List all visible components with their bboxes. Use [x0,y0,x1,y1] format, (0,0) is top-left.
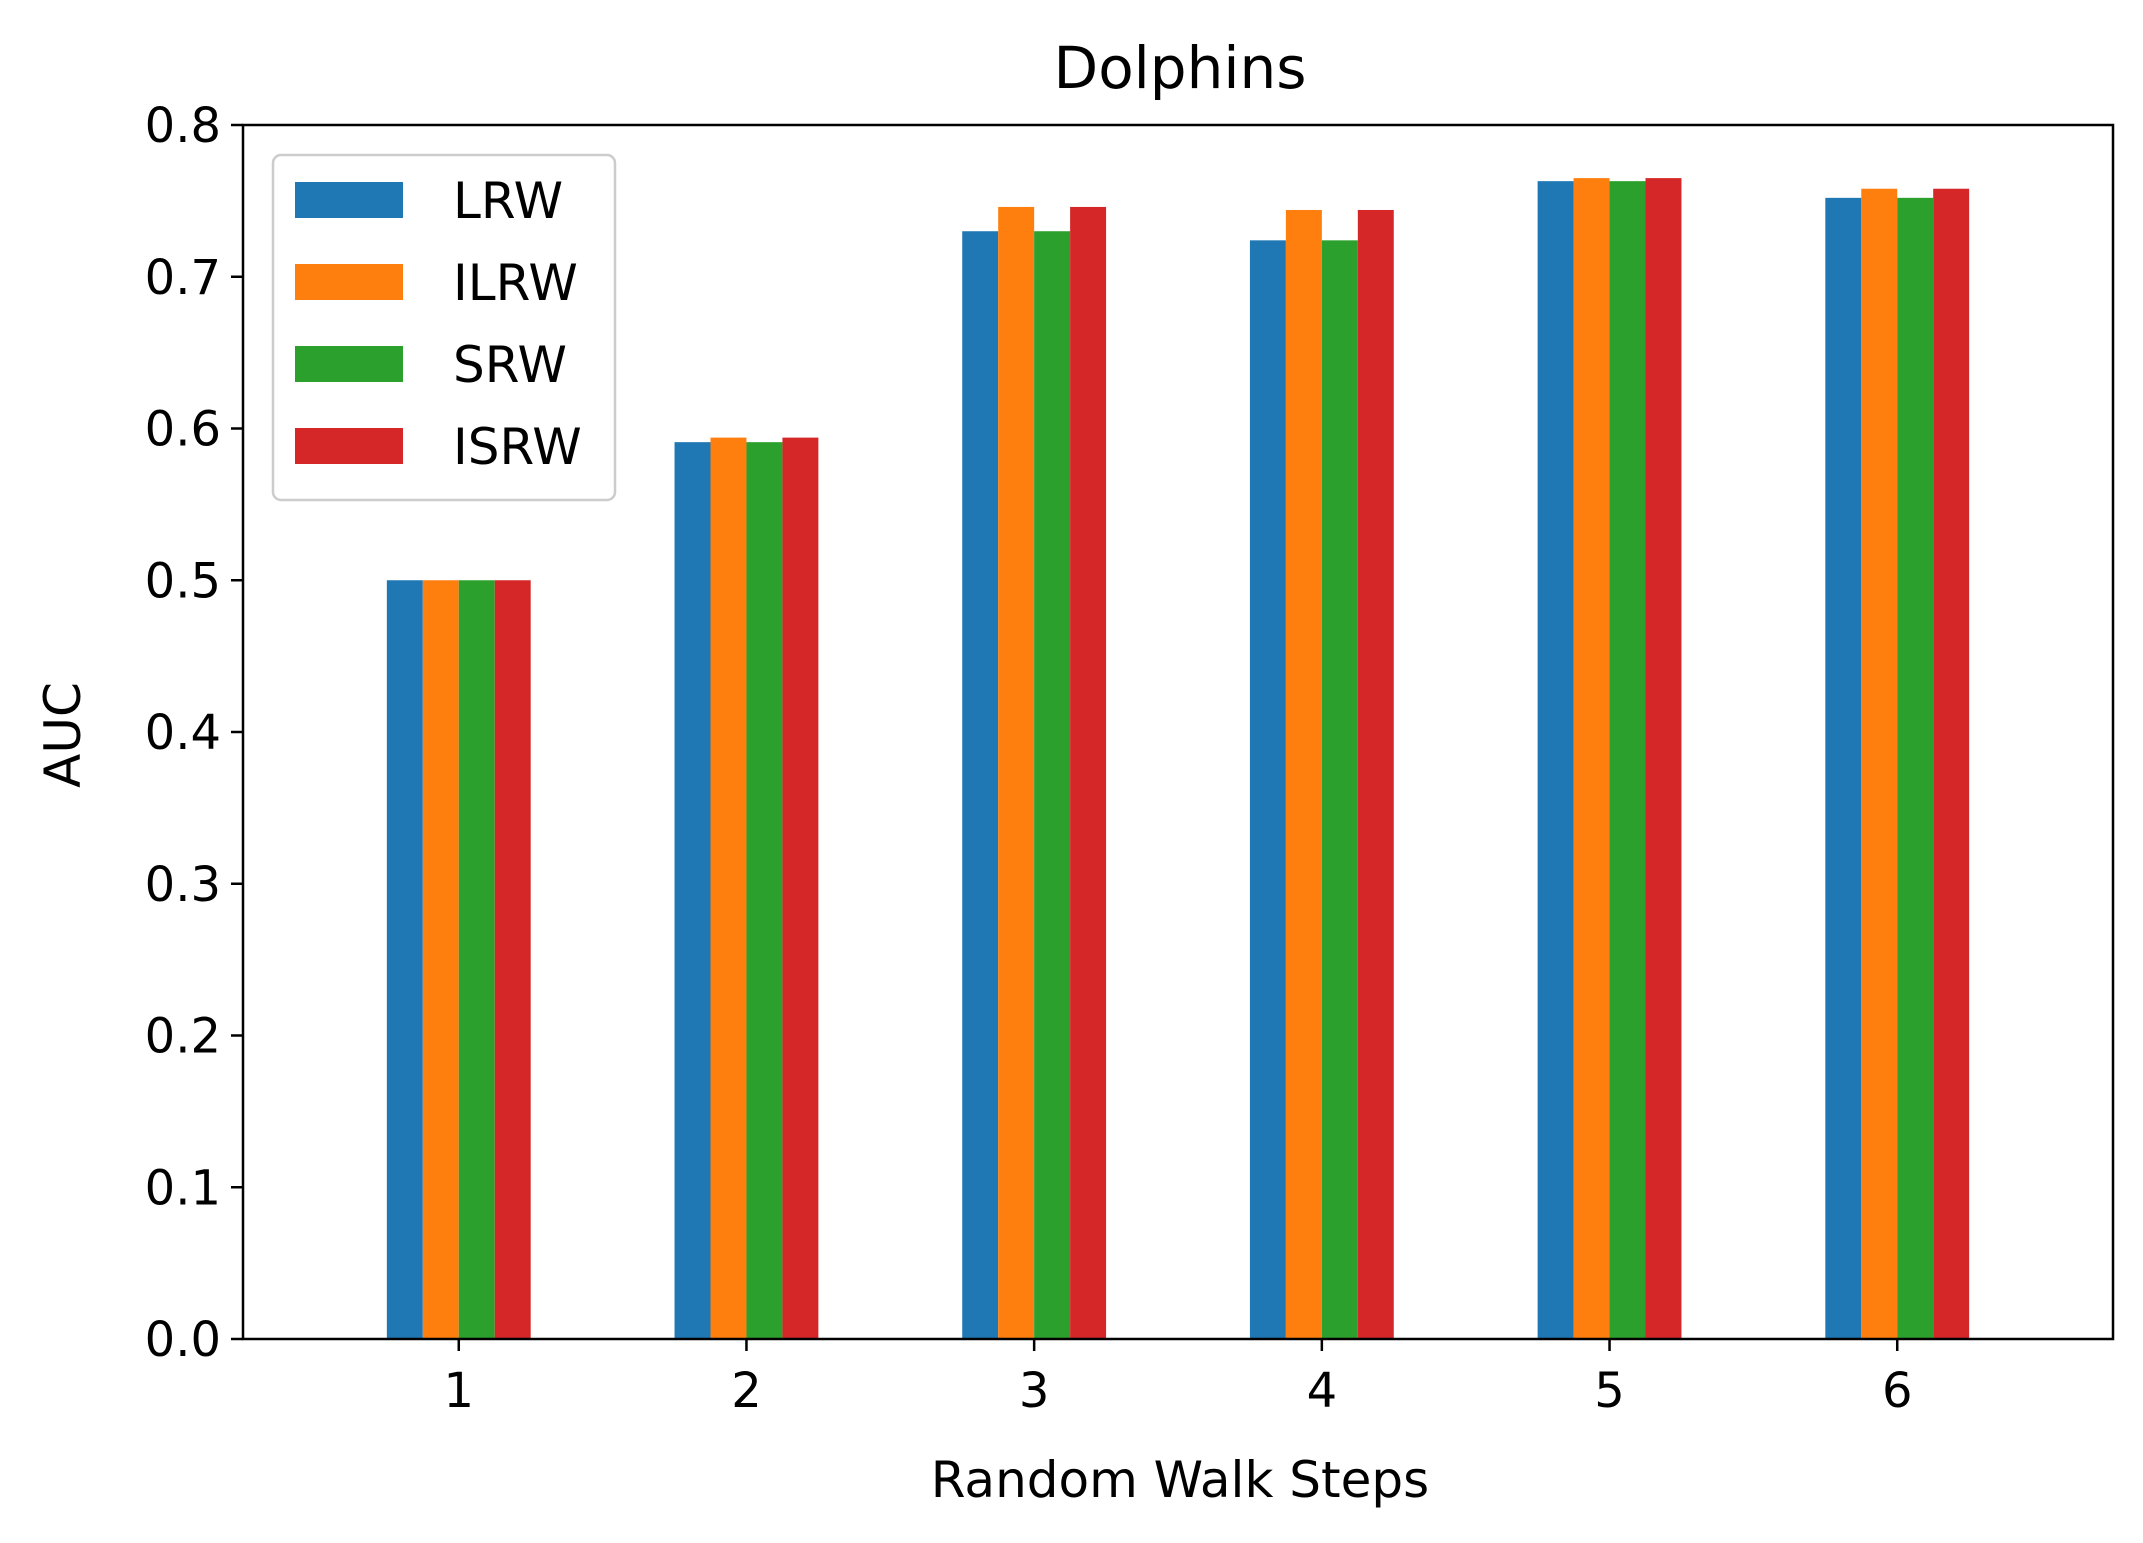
y-axis: 0.0 0.1 0.2 0.3 0.4 0.5 0.6 0.7 0.8 [145,98,243,1368]
y-tick-label: 0.2 [145,1009,221,1065]
bar-srw-5 [1609,181,1646,1340]
legend-swatch-srw [295,346,403,382]
bar-lrw-6 [1825,197,1862,1340]
bar-ilrw-6 [1861,188,1898,1340]
x-tick-label: 1 [443,1363,474,1419]
bar-srw-4 [1321,240,1358,1340]
y-tick-label: 0.8 [145,98,221,154]
x-tick-label: 2 [731,1363,762,1419]
bar-srw-6 [1897,197,1934,1340]
y-tick-label: 0.7 [145,250,221,306]
x-axis: 1 2 3 4 5 6 [443,1339,1913,1419]
bar-isrw-5 [1645,178,1682,1339]
x-tick-label: 3 [1019,1363,1050,1419]
bar-isrw-2 [782,437,819,1340]
bar-ilrw-5 [1573,178,1610,1339]
plot-frame [241,123,2115,1341]
bar-isrw-4 [1357,209,1394,1340]
bar-srw-3 [1034,231,1071,1340]
bar-lrw-5 [1537,181,1574,1340]
bar-ilrw-3 [998,206,1035,1339]
legend-label-isrw: ISRW [453,418,582,476]
x-tick-label: 4 [1307,1363,1338,1419]
legend-swatch-lrw [295,182,403,218]
x-tick-label: 5 [1594,1363,1625,1419]
bar-srw-1 [458,580,495,1339]
y-tick-label: 0.6 [145,402,221,458]
bar-isrw-1 [494,580,531,1339]
bar-ilrw-2 [710,437,747,1340]
legend-swatch-isrw [295,428,403,464]
y-tick-label: 0.4 [145,705,221,761]
legend-label-lrw: LRW [453,172,563,230]
legend-label-srw: SRW [453,336,567,394]
y-tick-label: 0.0 [145,1312,221,1368]
legend-label-ilrw: ILRW [453,254,578,312]
legend: LRW ILRW SRW ISRW [271,153,617,502]
bar-lrw-4 [1249,240,1286,1340]
bar-srw-2 [746,442,783,1340]
bar-lrw-3 [962,231,999,1340]
bar-lrw-2 [674,442,711,1340]
y-tick-label: 0.5 [145,553,221,609]
y-tick-label: 0.1 [145,1160,221,1216]
bar-isrw-6 [1933,188,1970,1340]
legend-swatch-ilrw [295,264,403,300]
x-axis-label: Random Walk Steps [931,1451,1429,1509]
chart-title: Dolphins [1054,34,1307,102]
y-axis-label: AUC [34,682,92,788]
legend-box [271,153,617,502]
bars-group [386,178,1970,1340]
bar-ilrw-4 [1285,209,1322,1340]
bar-lrw-1 [386,580,423,1339]
bar-ilrw-1 [422,580,459,1339]
bar-isrw-3 [1070,206,1107,1339]
y-tick-label: 0.3 [145,857,221,913]
x-tick-label: 6 [1882,1363,1913,1419]
